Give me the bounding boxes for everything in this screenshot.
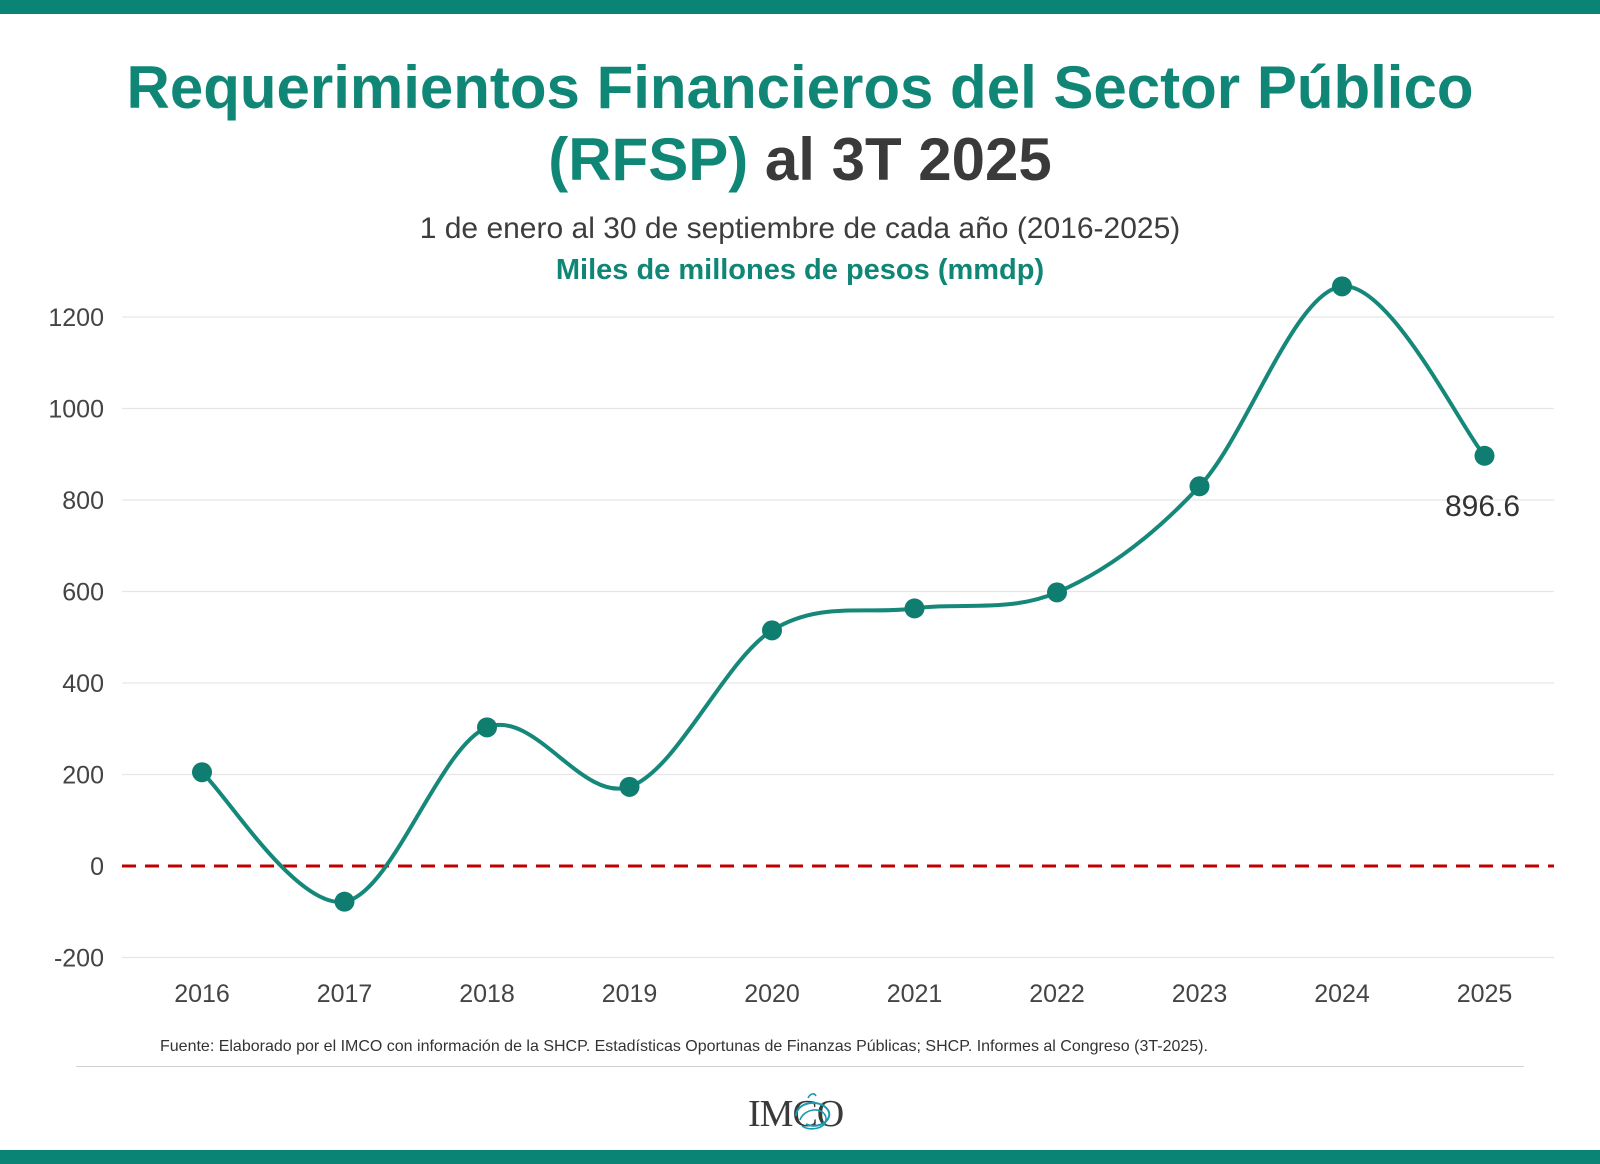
y-tick-label: 200 <box>62 762 104 790</box>
logo-swirl-icon <box>795 1093 831 1130</box>
unit-label: Miles de millones de pesos (mmdp) <box>555 254 1045 286</box>
x-tick-label: 2021 <box>887 980 943 1008</box>
imco-logo: IMCO <box>748 1090 858 1138</box>
data-point <box>1474 445 1495 466</box>
y-tick-label: 1000 <box>48 396 104 424</box>
data-point <box>619 776 640 797</box>
title-line2-bold: al 3T 2025 <box>748 126 1052 193</box>
x-tick-label: 2017 <box>317 980 373 1008</box>
x-tick-label: 2025 <box>1457 980 1513 1008</box>
data-point <box>192 762 212 783</box>
y-axis-ticks: -200 0 200 400 600 800 1000 1200 <box>48 304 104 973</box>
data-point <box>1189 476 1210 497</box>
series-rfsp <box>200 284 1487 904</box>
y-tick-label: 600 <box>62 579 104 607</box>
x-tick-label: 2023 <box>1172 980 1228 1008</box>
x-tick-label: 2020 <box>744 980 800 1008</box>
title-bold-part: Requerimientos Financieros <box>126 54 934 121</box>
y-tick-label: 800 <box>62 487 104 515</box>
chart-subtitle: 1 de enero al 30 de septiembre de cada a… <box>419 212 1181 245</box>
y-tick-label: -200 <box>54 945 104 973</box>
bottom-accent-bar <box>0 1150 1600 1164</box>
title-line2-regular: (RFSP) <box>548 126 749 193</box>
x-axis-ticks: 2016 2017 2018 2019 2020 2021 2022 2023 2024 2025 <box>174 980 1512 1008</box>
source-note: Fuente: Elaborado por el IMCO con inform… <box>160 1038 1208 1055</box>
x-tick-label: 2018 <box>459 980 515 1008</box>
data-point <box>762 620 782 641</box>
y-tick-label: 400 <box>62 670 104 698</box>
data-point <box>904 598 925 619</box>
data-points <box>192 276 1495 912</box>
data-point <box>1047 582 1067 603</box>
x-tick-label: 2022 <box>1029 980 1085 1008</box>
x-tick-label: 2016 <box>174 980 230 1008</box>
y-tick-label: 0 <box>90 853 104 881</box>
data-label: 896.6 <box>1445 490 1520 523</box>
top-accent-bar <box>0 0 1600 14</box>
data-point <box>477 717 497 738</box>
gridlines <box>122 316 1554 959</box>
x-tick-label: 2024 <box>1314 980 1370 1008</box>
chart-title: Requerimientos Financieros del Sector Pú… <box>0 52 1600 196</box>
data-labels: 896.6 <box>1445 490 1520 523</box>
x-tick-label: 2019 <box>602 980 658 1008</box>
title-regular-part: del Sector Público <box>933 54 1474 121</box>
data-point <box>334 891 355 912</box>
y-tick-label: 1200 <box>48 304 104 332</box>
data-point <box>1332 276 1352 297</box>
series-line <box>200 284 1487 904</box>
footer-divider <box>76 1066 1524 1067</box>
